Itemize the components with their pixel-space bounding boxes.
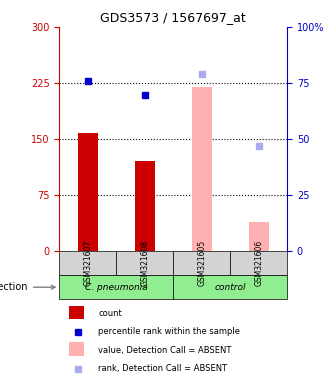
Text: infection: infection	[0, 282, 55, 292]
Text: GSM321607: GSM321607	[83, 240, 92, 286]
Text: value, Detection Call = ABSENT: value, Detection Call = ABSENT	[98, 346, 231, 355]
Text: C. pneumonia: C. pneumonia	[85, 283, 148, 292]
Text: GSM321605: GSM321605	[197, 240, 206, 286]
Bar	[78, 134, 98, 250]
FancyBboxPatch shape	[230, 250, 287, 275]
Bar	[192, 86, 212, 250]
FancyBboxPatch shape	[173, 250, 230, 275]
Text: GSM321608: GSM321608	[140, 240, 149, 286]
Bar	[69, 306, 84, 319]
Text: GSM321606: GSM321606	[254, 240, 263, 286]
FancyBboxPatch shape	[59, 275, 173, 300]
Text: count: count	[98, 309, 122, 318]
Text: control: control	[214, 283, 246, 292]
Text: rank, Detection Call = ABSENT: rank, Detection Call = ABSENT	[98, 364, 227, 373]
FancyBboxPatch shape	[59, 250, 116, 275]
Bar	[249, 222, 269, 250]
FancyBboxPatch shape	[173, 275, 287, 300]
FancyBboxPatch shape	[116, 250, 173, 275]
Text: percentile rank within the sample: percentile rank within the sample	[98, 327, 240, 336]
Title: GDS3573 / 1567697_at: GDS3573 / 1567697_at	[100, 11, 246, 24]
Bar	[69, 343, 84, 356]
Bar	[135, 161, 155, 250]
